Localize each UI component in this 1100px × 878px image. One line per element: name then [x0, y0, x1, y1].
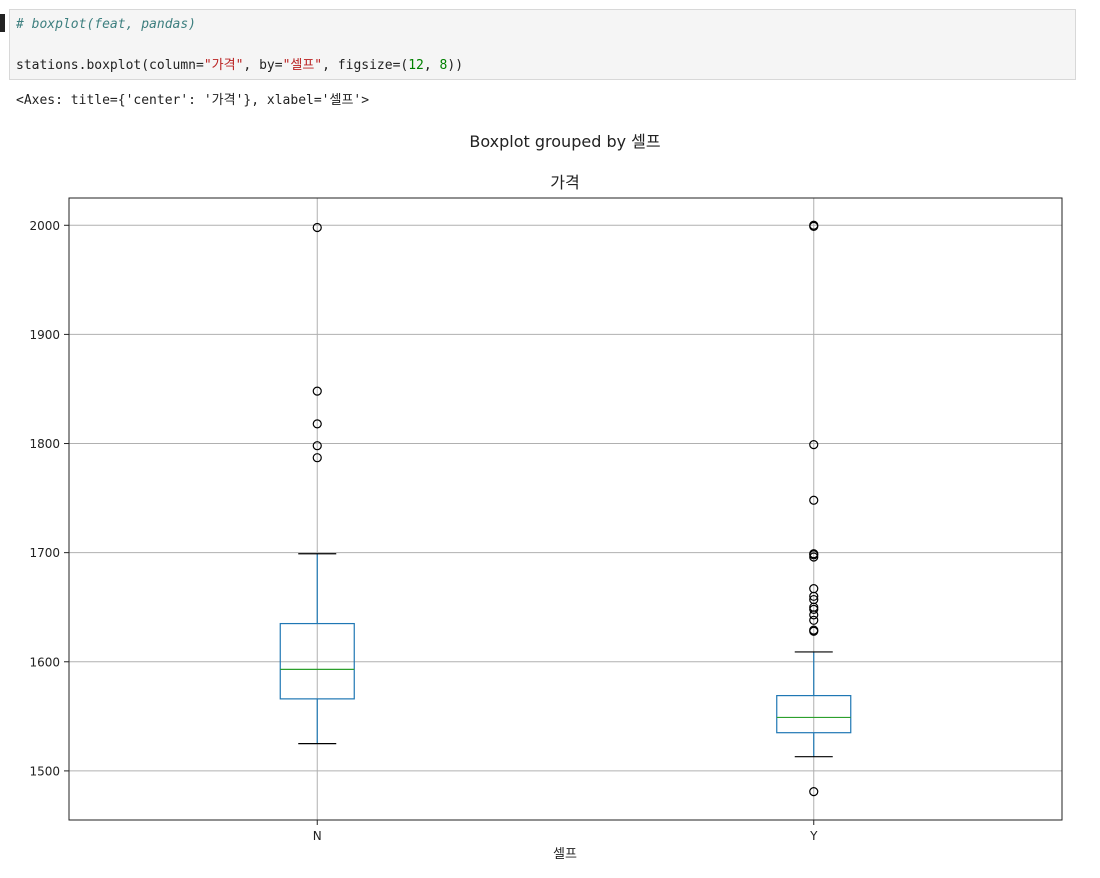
- y-tick-label: 1700: [29, 546, 60, 560]
- x-tick-label: Y: [809, 829, 818, 843]
- iqr-box: [279, 622, 355, 700]
- y-tick-label: 1800: [29, 437, 60, 451]
- cell-output-text: <Axes: title={'center': '가격'}, xlabel='셀…: [16, 93, 370, 108]
- y-tick-label: 1600: [29, 655, 60, 669]
- outlier-point: [809, 584, 819, 594]
- box-group-y: [776, 220, 852, 797]
- outlier-point: [809, 594, 819, 605]
- outlier-point: [312, 222, 322, 233]
- outlier-point: [809, 615, 819, 625]
- outlier-point: [809, 549, 819, 559]
- outlier-point: [809, 495, 819, 505]
- outlier-point: [312, 453, 322, 463]
- code-cell[interactable]: # boxplot(feat, pandas) stations.boxplot…: [9, 9, 1076, 80]
- outlier-point: [312, 386, 322, 396]
- outlier-point: [809, 440, 819, 450]
- grid-lines: [69, 198, 1062, 820]
- outlier-point: [312, 441, 322, 451]
- y-tick-label: 1900: [29, 328, 60, 342]
- axis-ticks: 1500 1600 1700 1800 1900 2000 N Y: [29, 219, 818, 843]
- y-tick-label: 1500: [29, 764, 60, 778]
- cell-active-marker: [0, 14, 5, 32]
- x-tick-label: N: [313, 829, 322, 843]
- outlier-point: [809, 220, 819, 230]
- outlier-point: [312, 419, 322, 429]
- outlier-point: [809, 787, 819, 797]
- outlier-point: [809, 625, 819, 635]
- boxes: [279, 220, 852, 797]
- x-axis-label: 셀프: [553, 847, 577, 862]
- code-comment: # boxplot(feat, pandas): [16, 17, 197, 32]
- code-line: stations.boxplot(column="가격", by="셀프", f…: [16, 58, 464, 73]
- chart-title: 가격: [550, 173, 579, 192]
- plot-frame: [68, 197, 1063, 821]
- chart-suptitle: Boxplot grouped by 셀프: [469, 132, 660, 151]
- iqr-box: [776, 694, 852, 734]
- box-group-n: [279, 222, 355, 745]
- y-tick-label: 2000: [29, 219, 60, 233]
